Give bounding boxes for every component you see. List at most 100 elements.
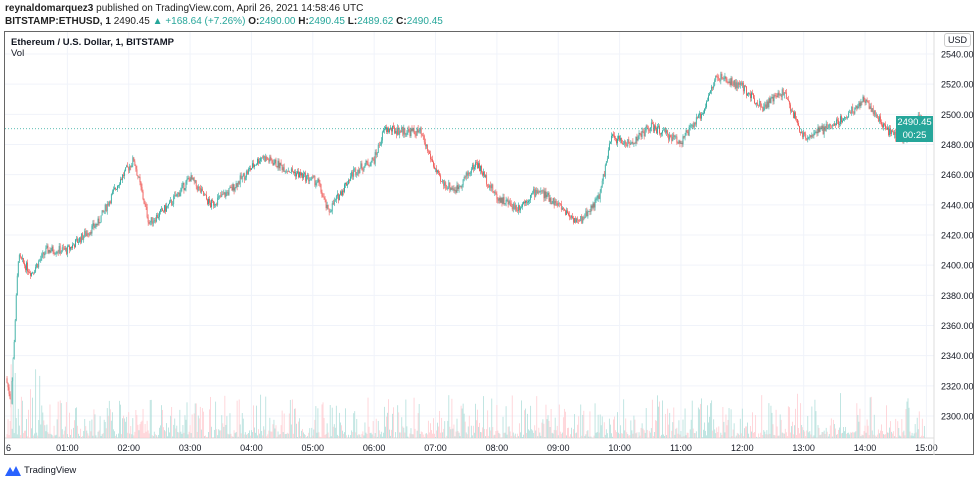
candle-body bbox=[169, 201, 171, 205]
chart-legend: Ethereum / U.S. Dollar, 1, BITSTAMP Vol bbox=[11, 37, 174, 59]
candle-body bbox=[398, 127, 400, 135]
y-tick-label: 2540.00 bbox=[941, 50, 974, 60]
tradingview-logo[interactable]: TradingView bbox=[5, 465, 76, 476]
volume-bar bbox=[530, 405, 532, 438]
volume-bar bbox=[631, 430, 633, 438]
currency-button[interactable]: USD bbox=[944, 33, 972, 47]
price-change: +168.64 (+7.26%) bbox=[165, 16, 246, 27]
candle-body bbox=[823, 126, 825, 135]
candle-body bbox=[258, 158, 259, 164]
candle-body bbox=[452, 188, 454, 190]
volume-bar bbox=[473, 432, 475, 438]
volume-bar bbox=[74, 420, 75, 438]
candle-body bbox=[412, 128, 414, 131]
candle-body bbox=[375, 152, 377, 155]
candle-body bbox=[345, 182, 346, 185]
candle-body bbox=[590, 205, 592, 212]
candle-body bbox=[311, 176, 313, 180]
candle-body bbox=[140, 182, 142, 188]
candle-body bbox=[344, 184, 345, 192]
volume-bar bbox=[229, 413, 231, 438]
volume-bar bbox=[379, 434, 381, 438]
candle-body bbox=[298, 171, 299, 178]
candle-body bbox=[513, 203, 515, 209]
volume-bar bbox=[723, 421, 725, 438]
volume-bar bbox=[470, 425, 472, 438]
volume-bar bbox=[64, 426, 66, 438]
candle-body bbox=[521, 206, 522, 208]
candle-body bbox=[576, 218, 578, 223]
candle-body bbox=[537, 191, 539, 194]
candle-body bbox=[774, 95, 776, 96]
candle-body bbox=[512, 203, 514, 210]
volume-bar bbox=[87, 433, 89, 438]
candle-body bbox=[749, 92, 750, 94]
candle-body bbox=[227, 192, 229, 195]
candle-body bbox=[806, 138, 808, 140]
candle-body bbox=[469, 173, 471, 174]
candle-body bbox=[531, 193, 533, 196]
candle-body bbox=[753, 93, 754, 99]
candle-body bbox=[29, 272, 30, 273]
volume-bar bbox=[432, 433, 433, 438]
candle-body bbox=[667, 130, 669, 135]
candle-body bbox=[647, 127, 649, 131]
candle-body bbox=[416, 128, 418, 136]
volume-bar bbox=[561, 432, 563, 438]
candle-body bbox=[374, 152, 376, 164]
candle-body bbox=[628, 139, 630, 143]
candle-body bbox=[737, 82, 739, 88]
volume-bar bbox=[298, 421, 299, 438]
candle-body bbox=[530, 195, 532, 200]
volume-bar bbox=[61, 429, 63, 438]
candle-body bbox=[852, 106, 854, 112]
volume-bar bbox=[689, 429, 691, 438]
volume-bar bbox=[234, 433, 236, 438]
candle-body bbox=[269, 156, 271, 162]
volume-bar bbox=[285, 433, 287, 438]
candle-body bbox=[683, 136, 685, 138]
candle-body bbox=[26, 262, 27, 271]
volume-bar bbox=[185, 419, 187, 438]
volume-bar bbox=[92, 435, 94, 438]
author[interactable]: reynaldomarquez3 bbox=[5, 3, 94, 14]
volume-bar bbox=[590, 436, 592, 438]
volume-bar bbox=[570, 434, 571, 438]
volume-bar bbox=[659, 401, 660, 438]
volume-bar bbox=[183, 432, 185, 438]
volume-bar bbox=[746, 426, 747, 438]
volume-bar bbox=[559, 431, 561, 438]
candle-body bbox=[813, 132, 815, 136]
candle-body bbox=[297, 171, 298, 174]
candle-body bbox=[304, 172, 306, 175]
candle-body bbox=[76, 238, 77, 240]
candle-body bbox=[437, 170, 438, 173]
candle-body bbox=[253, 163, 254, 167]
volume-bar bbox=[612, 436, 613, 438]
volume-bar bbox=[338, 412, 340, 438]
volume-bar bbox=[743, 428, 745, 438]
volume-bar bbox=[922, 435, 924, 438]
volume-bar bbox=[144, 423, 146, 438]
volume-bar bbox=[217, 435, 219, 438]
candle-body bbox=[105, 204, 107, 212]
volume-bar bbox=[227, 433, 229, 438]
volume-bar bbox=[686, 432, 688, 438]
x-tick-label: 10:00 bbox=[608, 443, 631, 453]
volume-bar bbox=[796, 434, 797, 438]
volume-bar bbox=[223, 426, 225, 438]
candle-body bbox=[79, 237, 81, 242]
candle-body bbox=[545, 191, 547, 198]
volume-bar bbox=[541, 422, 543, 438]
candle-body bbox=[324, 198, 326, 200]
candle-body bbox=[509, 201, 511, 204]
candle-body bbox=[493, 191, 495, 193]
candle-body bbox=[582, 217, 584, 223]
volume-bar bbox=[6, 434, 8, 438]
volume-bar bbox=[503, 432, 505, 438]
candle-body bbox=[734, 80, 736, 89]
volume-bar bbox=[356, 418, 358, 438]
volume-bar bbox=[677, 433, 679, 438]
volume-bar bbox=[484, 428, 486, 438]
